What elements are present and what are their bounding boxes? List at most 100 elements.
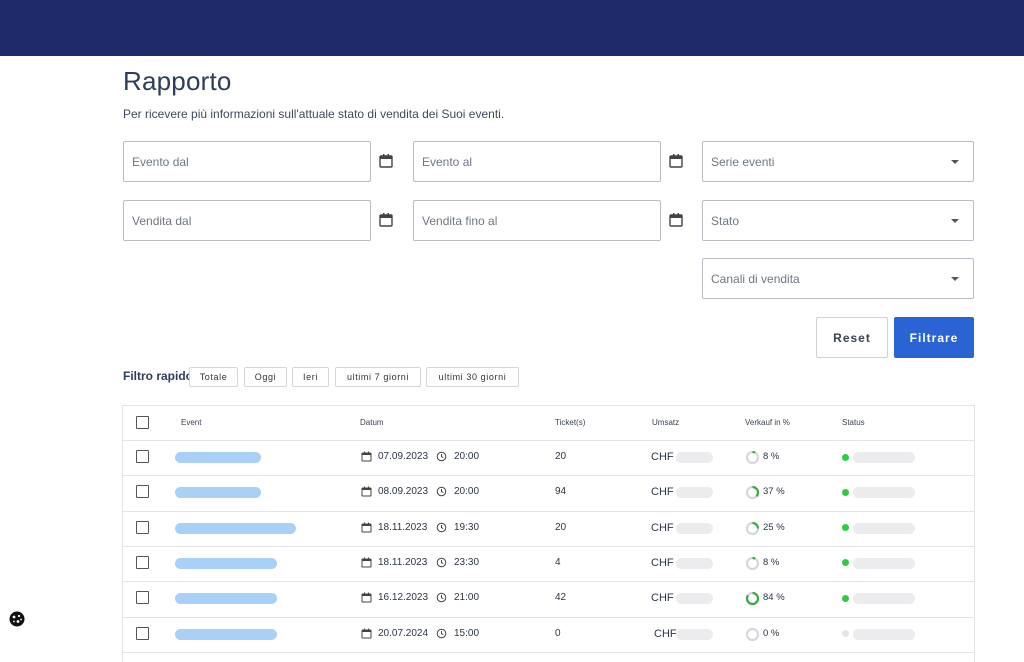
calendar-icon	[361, 592, 372, 603]
calendar-icon	[361, 557, 372, 568]
cookie-icon[interactable]	[8, 610, 26, 628]
sales-channels-placeholder: Canali di vendita	[711, 272, 800, 286]
event-from-field[interactable]: Evento dal	[123, 141, 371, 182]
status-indicator	[842, 630, 849, 637]
row-divider	[122, 510, 975, 512]
status-placeholder	[853, 522, 915, 534]
clock-icon	[436, 628, 447, 639]
row-checkbox[interactable]	[136, 485, 149, 499]
row-checkbox[interactable]	[136, 591, 149, 605]
chevron-down-icon	[951, 277, 959, 281]
ticket-count: 42	[555, 592, 567, 604]
sold-progress-ring	[745, 450, 760, 465]
quick-filter-today[interactable]: Oggi	[244, 367, 287, 387]
event-name-placeholder[interactable]	[175, 557, 277, 569]
event-date: 20.07.2024	[378, 627, 429, 639]
sold-progress-ring	[745, 556, 760, 571]
event-to-placeholder: Evento al	[422, 155, 473, 169]
event-date: 16.12.2023	[378, 592, 429, 604]
sale-from-field[interactable]: Vendita dal	[123, 200, 371, 241]
revenue-placeholder	[676, 628, 713, 640]
row-divider	[122, 475, 975, 477]
ticket-count: 0	[555, 627, 561, 639]
event-name-placeholder[interactable]	[175, 593, 277, 605]
row-divider	[122, 616, 975, 618]
clock-icon	[436, 486, 447, 497]
calendar-icon[interactable]	[378, 212, 396, 230]
event-name-placeholder[interactable]	[175, 628, 277, 640]
calendar-icon[interactable]	[378, 153, 396, 171]
event-time: 21:00	[454, 592, 480, 604]
currency-label: CHF	[651, 556, 674, 569]
column-header-tickets[interactable]: Ticket(s)	[555, 418, 586, 427]
status-placeholder	[853, 628, 915, 640]
reset-button[interactable]: Reset	[816, 317, 888, 358]
currency-label: CHF	[651, 592, 674, 605]
revenue-placeholder	[676, 557, 713, 569]
sold-percent: 37 %	[763, 486, 785, 498]
sold-percent: 84 %	[763, 592, 785, 604]
quick-filter-total[interactable]: Totale	[189, 367, 238, 387]
status-placeholder	[853, 487, 915, 499]
event-name-placeholder[interactable]	[175, 487, 261, 499]
ticket-count: 4	[555, 556, 561, 568]
quick-filter-30-days[interactable]: ultimi 30 giorni	[426, 367, 519, 387]
sale-from-placeholder: Vendita dal	[132, 214, 192, 228]
chevron-down-icon	[951, 160, 959, 164]
event-name-placeholder[interactable]	[175, 452, 261, 463]
page-subtitle: Per ricevere più informazioni sull'attua…	[123, 107, 505, 121]
sale-to-field[interactable]: Vendita fino al	[413, 200, 661, 241]
row-checkbox[interactable]	[136, 450, 149, 463]
column-header-revenue[interactable]: Umsatz	[652, 418, 680, 427]
events-table	[122, 405, 975, 662]
event-name-placeholder[interactable]	[175, 522, 296, 534]
event-series-select[interactable]: Serie eventi	[702, 141, 974, 182]
status-indicator	[842, 559, 849, 567]
status-placeholder	[853, 452, 915, 463]
sold-percent: 25 %	[763, 521, 785, 533]
status-indicator	[842, 594, 849, 602]
status-indicator	[842, 488, 849, 496]
status-placeholder	[853, 557, 915, 569]
currency-label: CHF	[651, 451, 674, 463]
sold-percent: 8 %	[763, 556, 780, 568]
calendar-icon[interactable]	[668, 153, 686, 171]
event-date: 08.09.2023	[378, 486, 429, 498]
revenue-placeholder	[676, 452, 713, 463]
status-placeholder: Stato	[711, 214, 740, 228]
event-date: 18.11.2023	[378, 521, 428, 533]
select-all-checkbox[interactable]	[136, 416, 149, 429]
top-navigation-bar	[0, 0, 1024, 56]
currency-label: CHF	[651, 486, 674, 499]
calendar-icon	[361, 486, 372, 497]
event-date: 07.09.2023	[378, 451, 429, 462]
calendar-icon	[361, 451, 372, 462]
event-to-field[interactable]: Evento al	[413, 141, 661, 182]
filter-button[interactable]: Filtrare	[894, 317, 974, 358]
calendar-icon	[361, 522, 372, 533]
column-header-status[interactable]: Status	[842, 418, 865, 427]
status-select[interactable]: Stato	[702, 200, 974, 241]
row-divider	[122, 440, 975, 441]
row-checkbox[interactable]	[136, 555, 149, 569]
sold-progress-ring	[745, 485, 760, 500]
quick-filter-7-days[interactable]: ultimi 7 giorni	[335, 367, 421, 387]
revenue-placeholder	[676, 593, 713, 605]
row-divider	[122, 545, 975, 547]
ticket-count: 20	[555, 451, 567, 462]
row-checkbox[interactable]	[136, 626, 149, 640]
quick-filter-yesterday[interactable]: Ieri	[292, 367, 329, 387]
chevron-down-icon	[951, 219, 959, 223]
column-header-date[interactable]: Datum	[360, 418, 384, 427]
event-date: 18.11.2023	[378, 556, 428, 568]
row-checkbox[interactable]	[136, 520, 149, 534]
page-title: Rapporto	[123, 66, 232, 96]
calendar-icon[interactable]	[668, 212, 686, 230]
event-time: 15:00	[454, 627, 480, 639]
column-header-sold-percent[interactable]: Verkauf in %	[745, 418, 790, 427]
sold-progress-ring	[745, 627, 760, 642]
sold-percent: 0 %	[763, 627, 780, 639]
sales-channels-select[interactable]: Canali di vendita	[702, 258, 974, 299]
event-time: 23:30	[454, 556, 480, 568]
column-header-event[interactable]: Event	[181, 418, 202, 427]
